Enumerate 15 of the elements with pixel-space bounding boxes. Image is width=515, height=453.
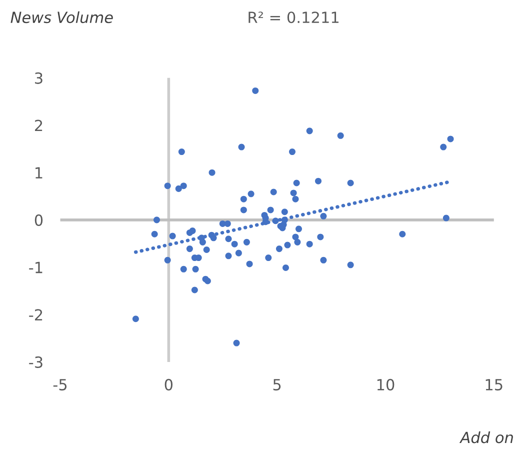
y-tick-label: 0	[34, 214, 43, 226]
x-tick-label: 0	[164, 378, 173, 390]
y-tick-label: -2	[29, 309, 42, 320]
y-tick-label: 2	[34, 120, 42, 132]
text: R² = 0.1211	[248, 12, 338, 24]
y-tick-label: 3	[35, 72, 42, 84]
x-axis-title: Add on	[459, 431, 513, 444]
x-tick-label: 15	[486, 379, 502, 390]
x-tick-label: -5	[53, 379, 67, 390]
x-tick-label: 10	[377, 378, 394, 390]
y-tick-label: -1	[29, 262, 42, 274]
x-tick-label: 5	[273, 379, 281, 390]
y-tick-label: 1	[36, 167, 42, 178]
y-axis-title: News Volume	[10, 11, 113, 24]
y-tick-label: -3	[29, 356, 42, 368]
